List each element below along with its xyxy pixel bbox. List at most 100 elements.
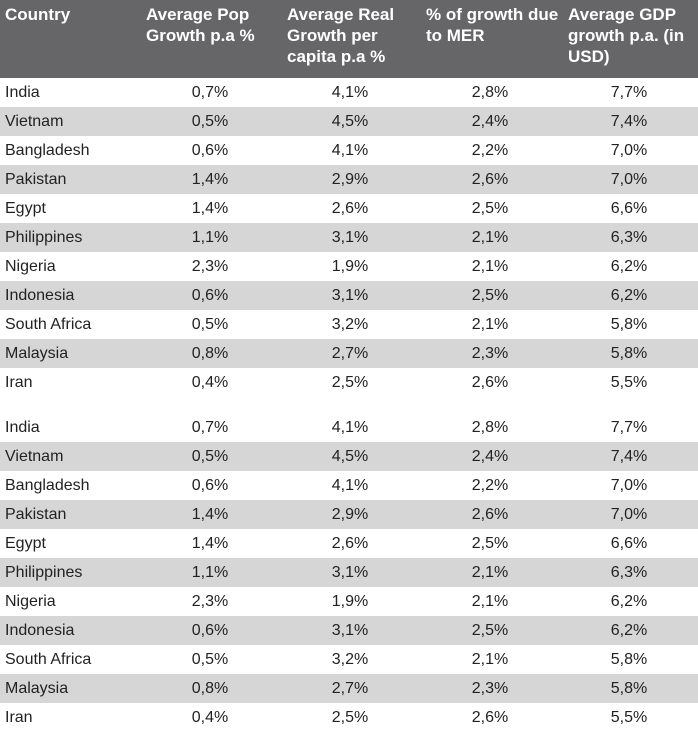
cell-pop-growth: 2,3%	[191, 592, 229, 610]
cell-pop-growth: 0,5%	[191, 650, 229, 668]
cell-country: Nigeria	[5, 592, 56, 610]
cell-pop-growth: 0,8%	[191, 344, 229, 362]
cell-country: Vietnam	[5, 447, 64, 465]
cell-gdp-growth: 7,4%	[610, 112, 648, 130]
cell-pop-growth: 0,5%	[191, 447, 229, 465]
cell-real-growth: 3,2%	[331, 315, 369, 333]
cell-real-growth: 4,1%	[331, 476, 369, 494]
cell-mer-growth: 2,8%	[471, 83, 509, 101]
table-row: Egypt 1,4% 2,6% 2,5% 6,6%	[0, 194, 698, 223]
header-country: Country	[5, 5, 71, 24]
cell-real-growth: 1,9%	[331, 592, 369, 610]
cell-country: India	[5, 83, 40, 101]
table-row: Pakistan 1,4% 2,9% 2,6% 7,0%	[0, 500, 698, 529]
cell-country: Bangladesh	[5, 476, 90, 494]
cell-pop-growth: 0,4%	[191, 373, 229, 391]
cell-mer-growth: 2,6%	[471, 505, 509, 523]
cell-gdp-growth: 7,4%	[610, 447, 648, 465]
cell-gdp-growth: 7,0%	[610, 170, 648, 188]
cell-mer-growth: 2,1%	[471, 257, 509, 275]
cell-pop-growth: 1,1%	[191, 228, 229, 246]
cell-gdp-growth: 6,3%	[610, 228, 648, 246]
cell-real-growth: 3,1%	[331, 286, 369, 304]
cell-gdp-growth: 5,8%	[610, 344, 648, 362]
cell-country: Iran	[5, 708, 33, 726]
table-row: South Africa 0,5% 3,2% 2,1% 5,8%	[0, 310, 698, 339]
cell-real-growth: 4,1%	[331, 83, 369, 101]
cell-mer-growth: 2,3%	[471, 344, 509, 362]
cell-pop-growth: 2,3%	[191, 257, 229, 275]
table-row: Egypt 1,4% 2,6% 2,5% 6,6%	[0, 529, 698, 558]
cell-country: Vietnam	[5, 112, 64, 130]
table-row: Indonesia 0,6% 3,1% 2,5% 6,2%	[0, 281, 698, 310]
table-row: Nigeria 2,3% 1,9% 2,1% 6,2%	[0, 252, 698, 281]
cell-mer-growth: 2,2%	[471, 476, 509, 494]
cell-pop-growth: 0,7%	[191, 418, 229, 436]
cell-pop-growth: 1,4%	[191, 505, 229, 523]
cell-pop-growth: 0,4%	[191, 708, 229, 726]
header-gdp-growth: Average GDP growth p.a. (in USD)	[568, 5, 685, 66]
cell-real-growth: 4,5%	[331, 112, 369, 130]
cell-country: India	[5, 418, 40, 436]
cell-gdp-growth: 5,8%	[610, 679, 648, 697]
cell-gdp-growth: 5,5%	[610, 373, 648, 391]
cell-pop-growth: 0,6%	[191, 286, 229, 304]
table-row: India 0,7% 4,1% 2,8% 7,7%	[0, 413, 698, 442]
cell-gdp-growth: 7,7%	[610, 418, 648, 436]
table-body: India 0,7% 4,1% 2,8% 7,7% Vietnam 0,5% 4,5% 2,4%…	[0, 78, 698, 732]
table-row: Vietnam 0,5% 4,5% 2,4% 7,4%	[0, 107, 698, 136]
cell-real-growth: 3,1%	[331, 228, 369, 246]
cell-mer-growth: 2,1%	[471, 315, 509, 333]
cell-real-growth: 3,2%	[331, 650, 369, 668]
cell-mer-growth: 2,1%	[471, 650, 509, 668]
cell-real-growth: 4,5%	[331, 447, 369, 465]
cell-mer-growth: 2,4%	[471, 447, 509, 465]
header-mer-growth: % of growth due to MER	[426, 5, 559, 45]
table-row: Vietnam 0,5% 4,5% 2,4% 7,4%	[0, 442, 698, 471]
table-row: Bangladesh 0,6% 4,1% 2,2% 7,0%	[0, 136, 698, 165]
cell-real-growth: 4,1%	[331, 418, 369, 436]
cell-mer-growth: 2,5%	[471, 621, 509, 639]
cell-mer-growth: 2,2%	[471, 141, 509, 159]
cell-country: Pakistan	[5, 505, 67, 523]
cell-pop-growth: 0,6%	[191, 476, 229, 494]
table-row: India 0,7% 4,1% 2,8% 7,7%	[0, 78, 698, 107]
cell-mer-growth: 2,6%	[471, 373, 509, 391]
table-header: Country Average Pop Growth p.a % Average…	[0, 0, 698, 78]
cell-pop-growth: 0,6%	[191, 621, 229, 639]
cell-gdp-growth: 6,2%	[610, 286, 648, 304]
cell-gdp-growth: 6,2%	[610, 621, 648, 639]
cell-country: South Africa	[5, 650, 92, 668]
cell-gdp-growth: 5,8%	[610, 650, 648, 668]
cell-pop-growth: 0,8%	[191, 679, 229, 697]
cell-gdp-growth: 7,0%	[610, 505, 648, 523]
cell-real-growth: 1,9%	[331, 257, 369, 275]
cell-mer-growth: 2,8%	[471, 418, 509, 436]
cell-country: South Africa	[5, 315, 92, 333]
cell-pop-growth: 1,1%	[191, 563, 229, 581]
table-row: Bangladesh 0,6% 4,1% 2,2% 7,0%	[0, 471, 698, 500]
table-row: Iran 0,4% 2,5% 2,6% 5,5%	[0, 368, 698, 397]
cell-mer-growth: 2,1%	[471, 592, 509, 610]
cell-country: Nigeria	[5, 257, 56, 275]
cell-country: Philippines	[5, 228, 83, 246]
cell-mer-growth: 2,6%	[471, 170, 509, 188]
cell-gdp-growth: 5,8%	[610, 315, 648, 333]
header-real-growth: Average Real Growth per capita p.a %	[287, 5, 395, 66]
table-row: Indonesia 0,6% 3,1% 2,5% 6,2%	[0, 616, 698, 645]
section-gap	[0, 397, 698, 413]
cell-real-growth: 2,5%	[331, 373, 369, 391]
cell-pop-growth: 0,5%	[191, 112, 229, 130]
cell-country: Malaysia	[5, 679, 69, 697]
cell-gdp-growth: 6,6%	[610, 199, 648, 217]
cell-real-growth: 3,1%	[331, 621, 369, 639]
cell-country: Egypt	[5, 534, 46, 552]
cell-mer-growth: 2,5%	[471, 286, 509, 304]
cell-pop-growth: 1,4%	[191, 170, 229, 188]
cell-mer-growth: 2,5%	[471, 534, 509, 552]
header-pop-growth: Average Pop Growth p.a %	[146, 5, 255, 45]
cell-mer-growth: 2,6%	[471, 708, 509, 726]
cell-country: Malaysia	[5, 344, 69, 362]
cell-pop-growth: 0,7%	[191, 83, 229, 101]
